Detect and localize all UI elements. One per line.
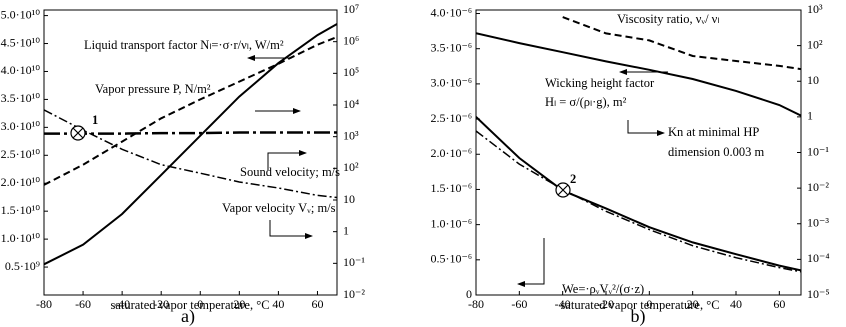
y-tick-label: 1.0·10⁻⁶	[430, 216, 472, 230]
annotation-arrow	[627, 120, 665, 136]
point-number: 1	[92, 113, 98, 127]
y-tick-label: 2.0·10⁻⁶	[430, 146, 472, 160]
series-line	[44, 109, 337, 199]
y-tick-label: 3.5·10¹⁰	[1, 91, 41, 105]
y2-tick-label: 10⁻²	[807, 180, 829, 194]
series-line	[562, 16, 801, 71]
series-line	[44, 36, 337, 186]
y2-tick-label: 10⁻⁵	[807, 287, 830, 301]
annotation: We=·ρᵥVᵥ²/(σ·z)	[562, 282, 644, 296]
annotation: Vapor velocity Vᵥ; m/s	[222, 201, 336, 215]
y2-tick-label: 10²	[343, 160, 359, 174]
annotation: Wicking height factor	[545, 76, 655, 90]
x-tick-label: 60	[311, 297, 323, 311]
y-tick-label: 1.5·10⁻⁶	[430, 181, 472, 195]
series-line	[476, 32, 801, 117]
y2-tick-label: 10⁻²	[343, 287, 365, 301]
x-tick-label: 40	[730, 297, 742, 311]
y-tick-label: 0.5·10⁹	[5, 259, 40, 273]
y2-tick-label: 10³	[807, 2, 823, 16]
annotation: Vapor pressure P, N/m²	[95, 82, 211, 96]
x-tick-label: 0	[197, 297, 203, 311]
annotation: Liquid transport factor Nₗ=·σ·r/νₗ, W/m²	[84, 38, 284, 52]
y2-tick-label: 1	[343, 223, 349, 237]
x-tick-label: 60	[773, 297, 785, 311]
series-line	[476, 130, 801, 273]
y-tick-label: 2.5·10¹⁰	[1, 147, 41, 161]
x-axis-label: saturated vapor temperature, °C	[110, 298, 269, 312]
y2-tick-label: 10³	[343, 128, 359, 142]
annotation: Sound velocity; m/s	[240, 165, 340, 179]
y-tick-label: 2.5·10⁻⁶	[430, 111, 472, 125]
y2-tick-label: 10⁻¹	[343, 255, 365, 269]
y-tick-label: 4.0·10⁻⁶	[430, 5, 472, 19]
y-tick-label: 0	[466, 287, 472, 301]
x-tick-label: 0	[646, 297, 652, 311]
annotation-arrow	[269, 220, 313, 239]
y2-tick-label: 10⁵	[343, 65, 359, 79]
point-marker-cross	[72, 127, 84, 139]
annotation: Hₗ = σ/(ρₗ·g), m²	[545, 95, 627, 109]
y-tick-label: 3.0·10⁻⁶	[430, 76, 472, 90]
y2-tick-label: 10⁴	[343, 97, 359, 111]
x-tick-label: -20	[598, 297, 614, 311]
y-tick-label: 2.0·10¹⁰	[1, 175, 41, 189]
x-tick-label: -20	[153, 297, 169, 311]
y2-tick-label: 10	[343, 192, 355, 206]
annotation-arrow	[267, 150, 307, 170]
y-tick-label: 3.0·10¹⁰	[1, 119, 41, 133]
y2-tick-label: 1	[807, 109, 813, 123]
y-tick-label: 3.5·10⁻⁶	[430, 40, 472, 54]
x-axis-label: saturated vapor temperature, °C	[560, 298, 719, 312]
y-tick-label: 0.5·10⁻⁶	[430, 252, 472, 266]
y2-tick-label: 10⁻⁴	[807, 251, 830, 265]
y-tick-label: 1.0·10¹⁰	[1, 231, 41, 245]
series-line	[44, 23, 337, 266]
point-number: 2	[570, 172, 576, 186]
x-tick-label: 40	[272, 297, 284, 311]
y2-tick-label: 10	[807, 73, 819, 87]
y-tick-label: 4.5·10¹⁰	[1, 35, 41, 49]
annotation: Viscosity ratio, νᵥ/ νₗ	[617, 12, 719, 26]
y-tick-label: 5.0·10¹⁰	[1, 7, 41, 21]
x-tick-label: 20	[233, 297, 245, 311]
x-tick-label: -80	[36, 297, 52, 311]
y-tick-label: 4.0·10¹⁰	[1, 63, 41, 77]
x-tick-label: 20	[687, 297, 699, 311]
panel-label: a)	[181, 306, 195, 327]
y2-tick-label: 10⁻¹	[807, 144, 829, 158]
series-line	[44, 131, 337, 135]
annotation-arrow	[517, 238, 545, 287]
y2-tick-label: 10⁻³	[807, 216, 829, 230]
y2-tick-label: 10⁶	[343, 33, 359, 47]
series-line	[476, 116, 801, 272]
plot-frame	[43, 9, 338, 296]
point-marker-cross	[557, 184, 569, 196]
annotation: Kn at minimal HP	[668, 125, 759, 139]
x-tick-label: -80	[468, 297, 484, 311]
x-tick-label: -60	[75, 297, 91, 311]
y2-tick-label: 10⁷	[343, 2, 359, 16]
x-tick-label: -40	[114, 297, 130, 311]
y2-tick-label: 10²	[807, 37, 823, 51]
panel-label: b)	[631, 306, 646, 327]
y-tick-label: 1.5·10¹⁰	[1, 203, 41, 217]
x-tick-label: -40	[555, 297, 571, 311]
annotation: dimension 0.003 m	[668, 145, 764, 159]
x-tick-label: -60	[511, 297, 527, 311]
